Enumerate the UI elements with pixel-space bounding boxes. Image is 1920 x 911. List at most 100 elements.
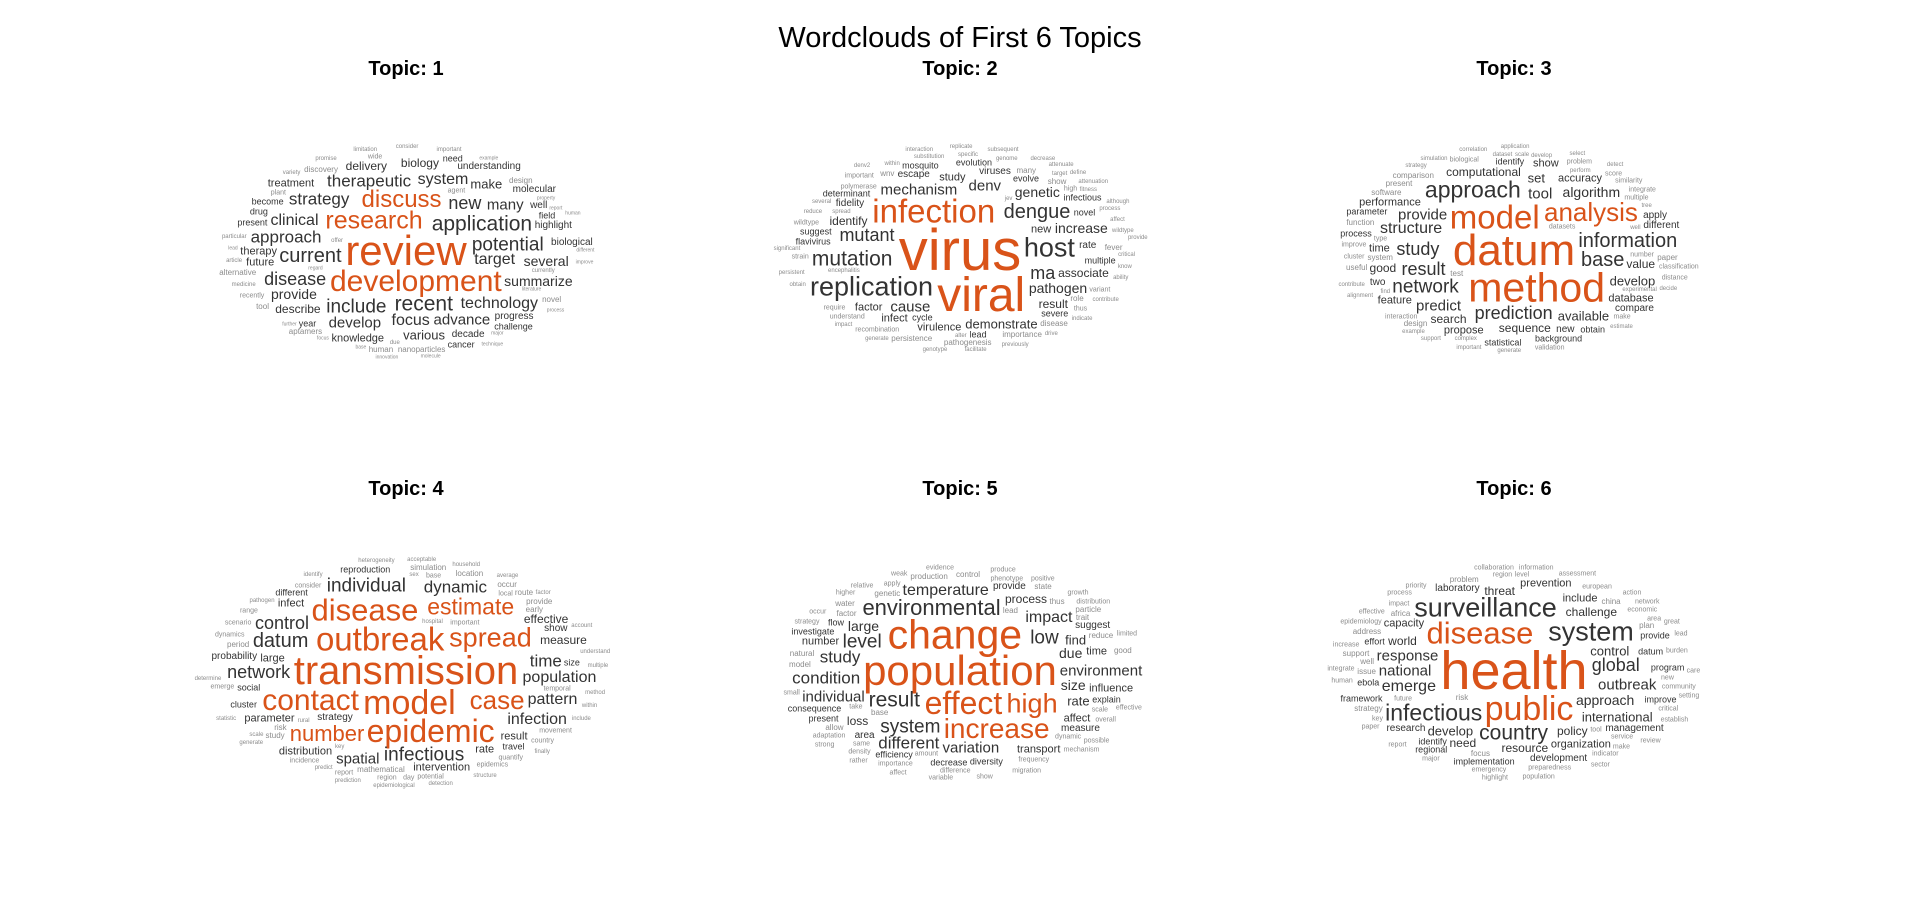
word-label: therapeutic — [327, 171, 412, 191]
word-label: affect — [1110, 217, 1125, 224]
word-label: resource — [1501, 740, 1549, 755]
word-label: ma — [1030, 262, 1056, 283]
topic-panel-3: Topic: 3 datum method model analysis approac… — [1234, 58, 1794, 458]
word-label: early — [525, 604, 543, 614]
word-label: report — [1388, 741, 1407, 749]
wordcloud: review development research discuss applicat… — [126, 86, 686, 426]
word-label: great — [1663, 618, 1680, 626]
word-label: perform — [1569, 167, 1591, 174]
word-label: jev — [1004, 196, 1013, 203]
word-label: impact — [834, 321, 853, 328]
word-label: outbreak — [315, 620, 445, 658]
word-label: travel — [502, 741, 525, 752]
word-label: viral — [937, 269, 1026, 323]
word-label: strong — [814, 741, 835, 749]
word-label: identify — [303, 571, 323, 578]
word-label: model — [789, 660, 811, 670]
word-label: computational — [1446, 165, 1521, 180]
word-label: method — [585, 689, 606, 696]
word-label: support — [1342, 649, 1370, 659]
word-label: significant — [773, 246, 801, 253]
word-label: region — [377, 774, 397, 782]
word-label: study — [265, 731, 285, 741]
word-label: prevention — [1520, 577, 1572, 590]
word-label: drug — [249, 206, 268, 217]
word-label: factor — [836, 609, 857, 619]
word-label: predict — [1416, 297, 1462, 315]
word-label: important — [1456, 344, 1482, 351]
word-label: denv — [968, 177, 1002, 195]
word-label: scale — [1515, 151, 1530, 158]
word-label: alignment — [1347, 293, 1374, 300]
word-label: key — [335, 743, 345, 750]
word-label: decrease — [930, 757, 968, 768]
word-label: world — [1388, 633, 1417, 648]
word-label: large — [260, 652, 285, 665]
word-label: severe — [1041, 308, 1069, 319]
word-label: attenuate — [1048, 162, 1074, 169]
word-label: pathogen — [249, 597, 275, 604]
word-label: suggest — [800, 226, 832, 237]
word-label: accuracy — [1558, 172, 1603, 185]
word-label: need — [1449, 735, 1477, 750]
word-label: surveillance — [1414, 592, 1557, 622]
word-label: test — [1450, 268, 1464, 278]
word-label: size — [563, 657, 580, 668]
word-label: movement — [539, 727, 572, 735]
word-label: thus — [1049, 597, 1065, 607]
word-label: distribution — [1076, 598, 1111, 606]
word-label: importance — [878, 760, 913, 768]
word-label: database — [1608, 292, 1654, 305]
word-label: background — [1535, 333, 1583, 344]
word-label: framework — [1340, 693, 1383, 704]
word-label: obtain — [789, 282, 806, 289]
panel-title: Topic: 6 — [1476, 478, 1552, 500]
word-label: key — [1372, 715, 1383, 723]
figure-title: Wordclouds of First 6 Topics — [778, 22, 1142, 54]
word-label: number — [1630, 251, 1654, 259]
word-label: feature — [1377, 294, 1412, 307]
word-label: density — [848, 748, 871, 756]
word-label: well — [1630, 224, 1641, 231]
word-label: dynamic — [423, 577, 488, 597]
word-label: highlight — [534, 220, 572, 232]
word-label: individual — [802, 688, 865, 706]
word-label: understand — [580, 649, 611, 656]
word-label: european — [1582, 583, 1612, 591]
word-label: study — [939, 171, 966, 184]
word-label: target — [474, 251, 516, 269]
word-label: reproduction — [340, 564, 391, 575]
word-label: different — [1643, 220, 1680, 232]
word-label: pattern — [527, 690, 578, 708]
word-label: parameter — [1346, 206, 1388, 217]
word-label: detect — [1606, 162, 1624, 169]
word-label: knowledge — [331, 332, 385, 345]
word-label: improve — [1341, 241, 1367, 249]
word-label: example — [1402, 329, 1425, 336]
word-label: finally — [534, 749, 550, 756]
word-label: dynamic — [1055, 733, 1082, 741]
word-label: different — [275, 587, 308, 598]
word-label: novel — [542, 294, 562, 304]
word-label: report — [549, 205, 563, 212]
word-label: infect — [881, 312, 908, 325]
word-label: select — [1569, 150, 1586, 157]
word-label: multiple — [1624, 194, 1649, 202]
word-label: subsequent — [987, 147, 1019, 154]
word-label: distance — [1661, 274, 1688, 282]
topic-panel-5: Topic: 5 population change effect increase h… — [680, 478, 1240, 878]
word-label: household — [452, 562, 481, 569]
word-label: positive — [1030, 575, 1055, 583]
word-label: low — [1030, 627, 1059, 649]
word-label: datum — [1638, 646, 1664, 657]
word-label: scenario — [224, 619, 252, 627]
word-label: major — [491, 330, 504, 337]
word-label: decade — [451, 329, 485, 341]
word-label: system — [880, 716, 941, 738]
word-label: show — [976, 773, 993, 781]
word-label: provide — [526, 596, 553, 606]
word-label: heterogeneity — [358, 558, 395, 565]
word-label: time — [529, 651, 562, 671]
word-label: base — [1580, 249, 1625, 272]
word-label: wildtype — [793, 219, 819, 227]
